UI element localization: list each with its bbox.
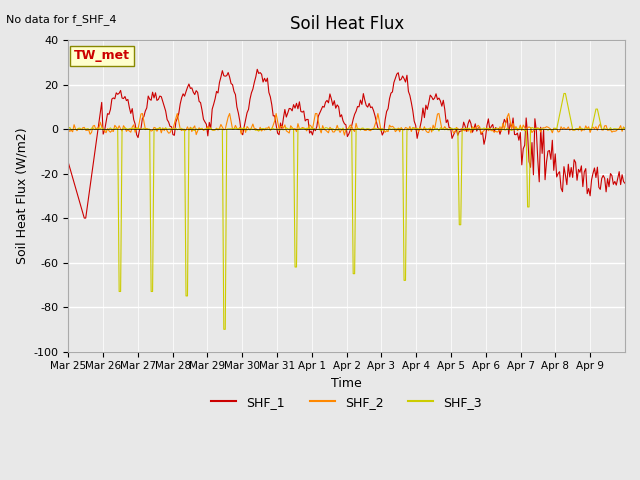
Text: No data for f_SHF_4: No data for f_SHF_4 bbox=[6, 14, 117, 25]
SHF_3 bbox=[100, 127, 108, 132]
SHF_1 bbox=[464, 121, 472, 127]
SHF_1 bbox=[547, 156, 555, 162]
SHF_2 bbox=[340, 132, 348, 138]
SHF_3 bbox=[545, 126, 553, 132]
Line: SHF_1: SHF_1 bbox=[68, 69, 625, 218]
Line: SHF_2: SHF_2 bbox=[68, 113, 625, 135]
SHF_3 bbox=[463, 125, 470, 131]
SHF_2 bbox=[100, 128, 108, 134]
SHF_3 bbox=[83, 126, 91, 132]
SHF_3 bbox=[65, 126, 72, 132]
Legend: SHF_1, SHF_2, SHF_3: SHF_1, SHF_2, SHF_3 bbox=[206, 391, 487, 414]
SHF_1 bbox=[253, 66, 261, 72]
SHF_2 bbox=[621, 127, 629, 132]
SHF_3 bbox=[620, 126, 627, 132]
Y-axis label: Soil Heat Flux (W/m2): Soil Heat Flux (W/m2) bbox=[15, 128, 28, 264]
SHF_2 bbox=[139, 110, 147, 116]
SHF_2 bbox=[65, 126, 72, 132]
SHF_1 bbox=[354, 104, 362, 109]
SHF_2 bbox=[354, 126, 362, 132]
SHF_2 bbox=[464, 128, 472, 134]
SHF_2 bbox=[547, 126, 555, 132]
SHF_3 bbox=[560, 91, 568, 96]
Line: SHF_3: SHF_3 bbox=[68, 94, 625, 329]
SHF_2 bbox=[83, 128, 91, 133]
SHF_1 bbox=[102, 119, 110, 125]
X-axis label: Time: Time bbox=[332, 377, 362, 390]
SHF_1 bbox=[621, 180, 629, 186]
Title: Soil Heat Flux: Soil Heat Flux bbox=[289, 15, 404, 33]
SHF_1 bbox=[84, 194, 92, 200]
SHF_3 bbox=[352, 126, 360, 132]
SHF_3 bbox=[621, 125, 629, 131]
SHF_1 bbox=[81, 215, 88, 221]
SHF_1 bbox=[65, 159, 72, 165]
SHF_3 bbox=[220, 326, 228, 332]
SHF_2 bbox=[620, 124, 627, 130]
Text: TW_met: TW_met bbox=[74, 49, 130, 62]
SHF_1 bbox=[620, 179, 627, 184]
